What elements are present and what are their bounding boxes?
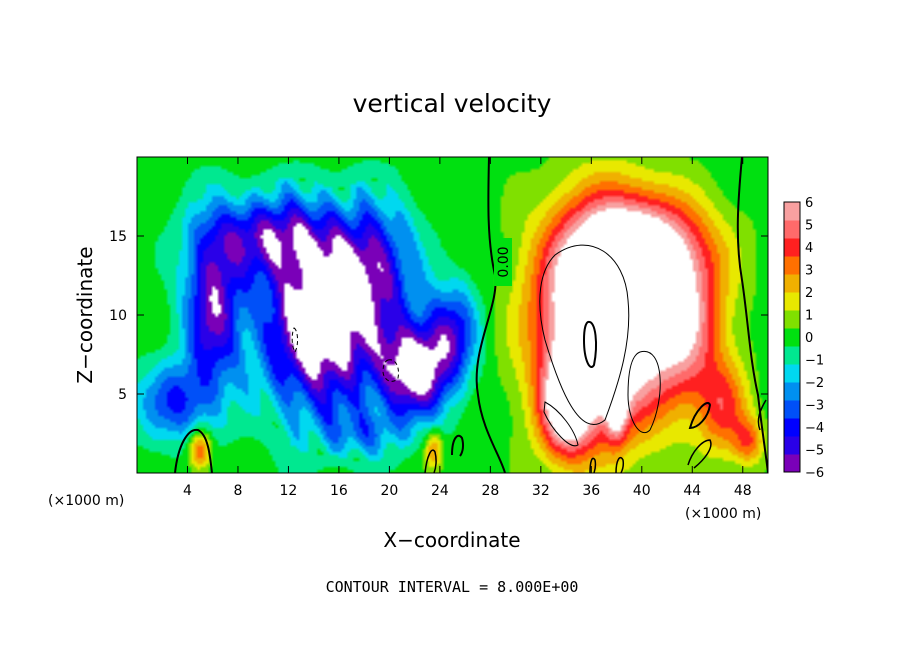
x-unit-left: (×1000 m) [48, 493, 124, 509]
colorbar-tick-label: 4 [805, 241, 813, 256]
zero-contour-line-right [736, 157, 768, 473]
colorbar-tick-label: 6 [805, 196, 813, 211]
x-tick-label: 32 [532, 483, 550, 499]
contour-right-low [687, 439, 712, 469]
contour-updraft-low [543, 401, 579, 447]
colorbar-tick-label: −3 [805, 399, 824, 414]
contour-updraft-max [582, 321, 597, 368]
x-axis-label: X−coordinate [383, 528, 520, 552]
y-tick-label: 15 [109, 229, 127, 245]
x-tick-label: 8 [233, 483, 242, 499]
x-tick-label: 24 [431, 483, 449, 499]
colorbar-swatch [784, 364, 800, 383]
contour-surface-5 [615, 456, 624, 473]
colorbar-swatch [784, 310, 800, 329]
colorbar-tick-label: 3 [805, 264, 813, 279]
contour-downdraft-core [291, 327, 298, 353]
x-axis: 4 8 12 16 20 24 28 32 36 40 44 48 [183, 157, 752, 499]
x-tick-label: 44 [683, 483, 701, 499]
colorbar: 6 5 4 3 2 1 0 −1 −2 −3 −4 −5 −6 [783, 196, 824, 481]
colorbar-swatch [784, 256, 800, 275]
colorbar-swatch [784, 436, 800, 455]
colorbar-swatch [784, 328, 800, 347]
colorbar-swatch [784, 238, 800, 257]
colorbar-swatch [784, 202, 800, 221]
zero-contour-line [475, 157, 506, 473]
contour-surface-updraft-1 [174, 428, 213, 473]
colorbar-swatch [784, 220, 800, 239]
colorbar-tick-label: −5 [805, 444, 824, 459]
y-axis: 5 10 15 [109, 229, 768, 403]
x-unit-right: (×1000 m) [685, 506, 761, 522]
x-tick-label: 36 [582, 483, 600, 499]
contour-updraft-secondary [627, 351, 661, 433]
y-tick-label: 10 [109, 308, 127, 324]
x-tick-label: 12 [280, 483, 298, 499]
x-tick-label: 16 [330, 483, 348, 499]
contour-label-group: 0.00 [494, 238, 512, 286]
contour-updraft-core [539, 244, 630, 425]
colorbar-swatch [784, 382, 800, 401]
x-tick-label: 48 [734, 483, 752, 499]
contour-edge [757, 399, 767, 431]
plot-area: 0.00 [136, 156, 769, 474]
colorbar-swatch [784, 454, 800, 473]
colorbar-swatch [784, 400, 800, 419]
colorbar-swatch [784, 292, 800, 311]
contour-downdraft-core-2 [382, 359, 399, 382]
colorbar-tick-label: −4 [805, 421, 824, 436]
contour-surface-updraft-2 [451, 434, 465, 457]
contour-surface-4 [589, 457, 597, 473]
colorbar-tick-label: −1 [805, 354, 824, 369]
colorbar-swatch [784, 346, 800, 365]
chart-title: vertical velocity [353, 89, 552, 118]
x-tick-label: 28 [481, 483, 499, 499]
colorbar-swatch [784, 418, 800, 437]
colorbar-tick-label: 0 [805, 331, 813, 346]
colorbar-swatch [784, 274, 800, 293]
colorbar-tick-label: 2 [805, 286, 813, 301]
colorbar-tick-label: 1 [805, 309, 813, 324]
colorbar-tick-label: −6 [805, 466, 824, 481]
x-tick-label: 4 [183, 483, 192, 499]
contour-surface-updraft-3 [424, 449, 437, 473]
colorbar-tick-label: −2 [805, 376, 824, 391]
y-tick-label: 5 [118, 387, 127, 403]
contour-lines [174, 157, 768, 473]
heatmap-field [137, 157, 768, 473]
colorbar-frame [783, 201, 801, 473]
x-tick-label: 20 [380, 483, 398, 499]
y-axis-label: Z−coordinate [73, 246, 97, 383]
contour-right-cell [688, 402, 712, 430]
contour-label: 0.00 [496, 246, 512, 277]
x-tick-label: 40 [633, 483, 651, 499]
colorbar-tick-label: 5 [805, 219, 813, 234]
contour-interval-note: CONTOUR INTERVAL = 8.000E+00 [326, 578, 579, 596]
